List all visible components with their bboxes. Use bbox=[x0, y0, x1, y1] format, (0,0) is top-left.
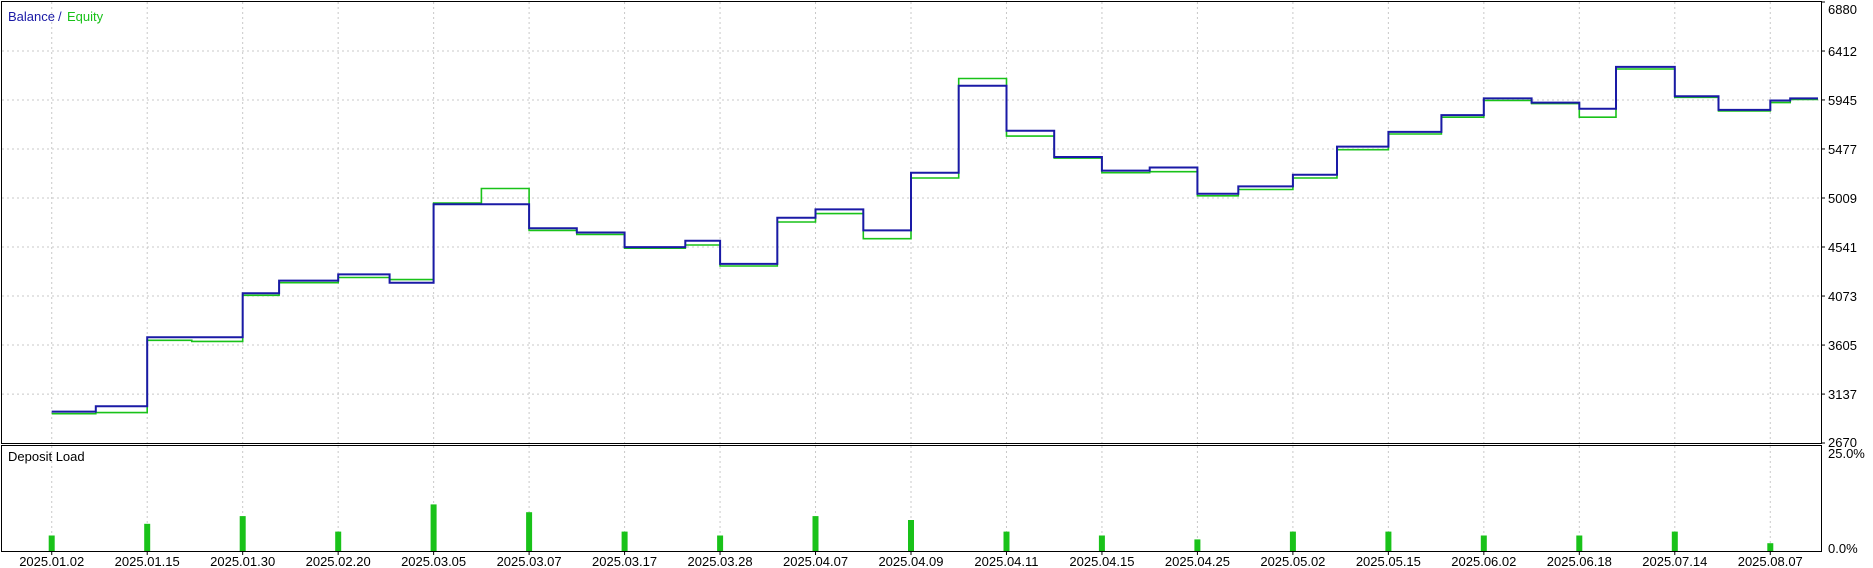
deposit-load-bar bbox=[1480, 535, 1487, 551]
balance-equity-panel: 6880 6412 5945 5477 5009 4541 4073 3605 3137 2670… bbox=[1, 1, 1857, 450]
x-tick-label: 2025.07.14 bbox=[1642, 554, 1707, 568]
deposit-load-bar bbox=[335, 531, 342, 551]
load-y-tick-label: 25.0% bbox=[1828, 446, 1865, 461]
deposit-load-bar bbox=[239, 516, 246, 551]
deposit-load-bar bbox=[526, 512, 533, 551]
deposit-load-bar bbox=[812, 516, 819, 551]
deposit-load-bar bbox=[1385, 531, 1392, 551]
deposit-load-bar bbox=[908, 520, 914, 551]
deposit-load-y-axis: 25.0% 0.0% bbox=[1828, 446, 1865, 556]
deposit-load-bar bbox=[430, 504, 437, 551]
y-tick-label: 6412 bbox=[1828, 44, 1857, 59]
deposit-load-panel: 25.0% 0.0% Deposit Load bbox=[1, 445, 1865, 556]
legend-separator: / bbox=[58, 9, 62, 24]
y-tick-label: 5945 bbox=[1828, 93, 1857, 108]
x-tick-label: 2025.04.11 bbox=[974, 554, 1038, 568]
x-tick-label: 2025.08.07 bbox=[1738, 554, 1803, 568]
deposit-load-title: Deposit Load bbox=[8, 449, 85, 464]
x-tick-label: 2025.05.02 bbox=[1260, 554, 1325, 568]
y-tick-label: 5477 bbox=[1828, 142, 1857, 157]
x-tick-label: 2025.03.17 bbox=[592, 554, 657, 568]
x-tick-label: 2025.06.02 bbox=[1451, 554, 1516, 568]
balance-line bbox=[51, 65, 1818, 413]
x-axis-ticks: 2025.01.02 2025.01.15 2025.01.30 2025.02.20… bbox=[19, 551, 1803, 568]
x-tick-label: 2025.04.07 bbox=[783, 554, 848, 568]
x-tick-label: 2025.06.18 bbox=[1547, 554, 1612, 568]
x-tick-label: 2025.01.15 bbox=[115, 554, 180, 568]
x-tick-label: 2025.04.09 bbox=[878, 554, 943, 568]
y-tick-label: 2670 bbox=[1828, 435, 1857, 450]
deposit-load-bar bbox=[1289, 531, 1296, 551]
y-tick-label: 4541 bbox=[1828, 240, 1857, 255]
legend-balance: Balance bbox=[8, 9, 55, 24]
x-tick-label: 2025.03.05 bbox=[401, 554, 466, 568]
deposit-load-bar bbox=[1003, 531, 1010, 551]
deposit-load-bar bbox=[1098, 535, 1105, 551]
x-tick-label: 2025.01.02 bbox=[19, 554, 84, 568]
x-tick-label: 2025.01.30 bbox=[210, 554, 275, 568]
x-tick-label: 2025.02.20 bbox=[306, 554, 371, 568]
y-tick-label: 3605 bbox=[1828, 338, 1857, 353]
x-tick-label: 2025.04.15 bbox=[1069, 554, 1134, 568]
y-tick-label: 6880 bbox=[1828, 2, 1857, 17]
main-y-axis: 6880 6412 5945 5477 5009 4541 4073 3605 3137 2670 bbox=[1821, 1, 1857, 450]
deposit-load-bar bbox=[1767, 543, 1774, 551]
balance-equity-lines bbox=[51, 65, 1818, 415]
deposit-load-bar bbox=[48, 535, 55, 551]
legend-equity: Equity bbox=[67, 9, 104, 24]
y-tick-label: 3137 bbox=[1828, 387, 1857, 402]
deposit-load-bar bbox=[621, 531, 628, 551]
x-tick-label: 2025.04.25 bbox=[1165, 554, 1230, 568]
deposit-load-bar bbox=[1576, 535, 1583, 551]
x-tick-label: 2025.05.15 bbox=[1356, 554, 1421, 568]
deposit-load-bar bbox=[717, 535, 724, 551]
x-tick-label: 2025.03.07 bbox=[497, 554, 562, 568]
deposit-load-bar bbox=[144, 523, 151, 551]
y-tick-label: 4073 bbox=[1828, 289, 1857, 304]
deposit-load-bar bbox=[1671, 531, 1678, 551]
x-tick-label: 2025.03.28 bbox=[688, 554, 753, 568]
y-tick-label: 5009 bbox=[1828, 191, 1857, 206]
deposit-load-bar bbox=[1194, 539, 1201, 551]
load-y-tick-label: 0.0% bbox=[1828, 541, 1858, 556]
deposit-load-bars bbox=[48, 504, 1774, 551]
